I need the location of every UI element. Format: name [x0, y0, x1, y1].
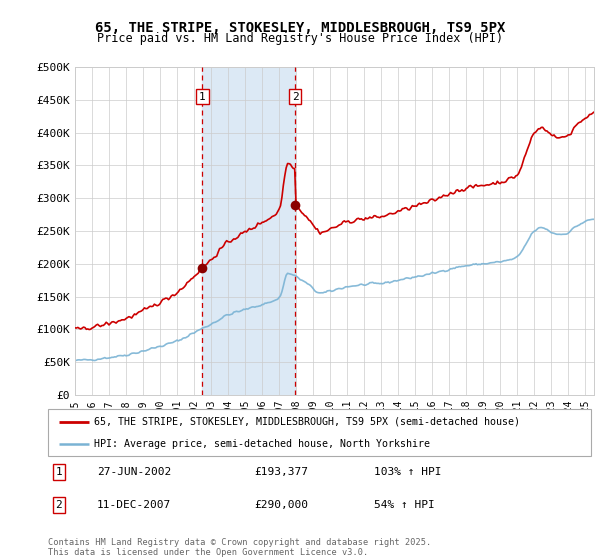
Bar: [202, 67, 295, 395]
Text: £290,000: £290,000: [254, 500, 308, 510]
Text: 1: 1: [199, 92, 206, 102]
Text: 65, THE STRIPE, STOKESLEY, MIDDLESBROUGH, TS9 5PX (semi-detached house): 65, THE STRIPE, STOKESLEY, MIDDLESBROUGH…: [94, 417, 520, 427]
Text: 54% ↑ HPI: 54% ↑ HPI: [374, 500, 434, 510]
Text: 65, THE STRIPE, STOKESLEY, MIDDLESBROUGH, TS9 5PX: 65, THE STRIPE, STOKESLEY, MIDDLESBROUGH…: [95, 21, 505, 35]
Text: £193,377: £193,377: [254, 467, 308, 477]
Text: 27-JUN-2002: 27-JUN-2002: [97, 467, 171, 477]
Text: HPI: Average price, semi-detached house, North Yorkshire: HPI: Average price, semi-detached house,…: [94, 438, 430, 449]
Text: 2: 2: [292, 92, 299, 102]
Text: 2: 2: [55, 500, 62, 510]
Text: Contains HM Land Registry data © Crown copyright and database right 2025.
This d: Contains HM Land Registry data © Crown c…: [48, 538, 431, 557]
Text: Price paid vs. HM Land Registry's House Price Index (HPI): Price paid vs. HM Land Registry's House …: [97, 32, 503, 45]
Text: 1: 1: [55, 467, 62, 477]
Text: 11-DEC-2007: 11-DEC-2007: [97, 500, 171, 510]
Text: 103% ↑ HPI: 103% ↑ HPI: [374, 467, 442, 477]
